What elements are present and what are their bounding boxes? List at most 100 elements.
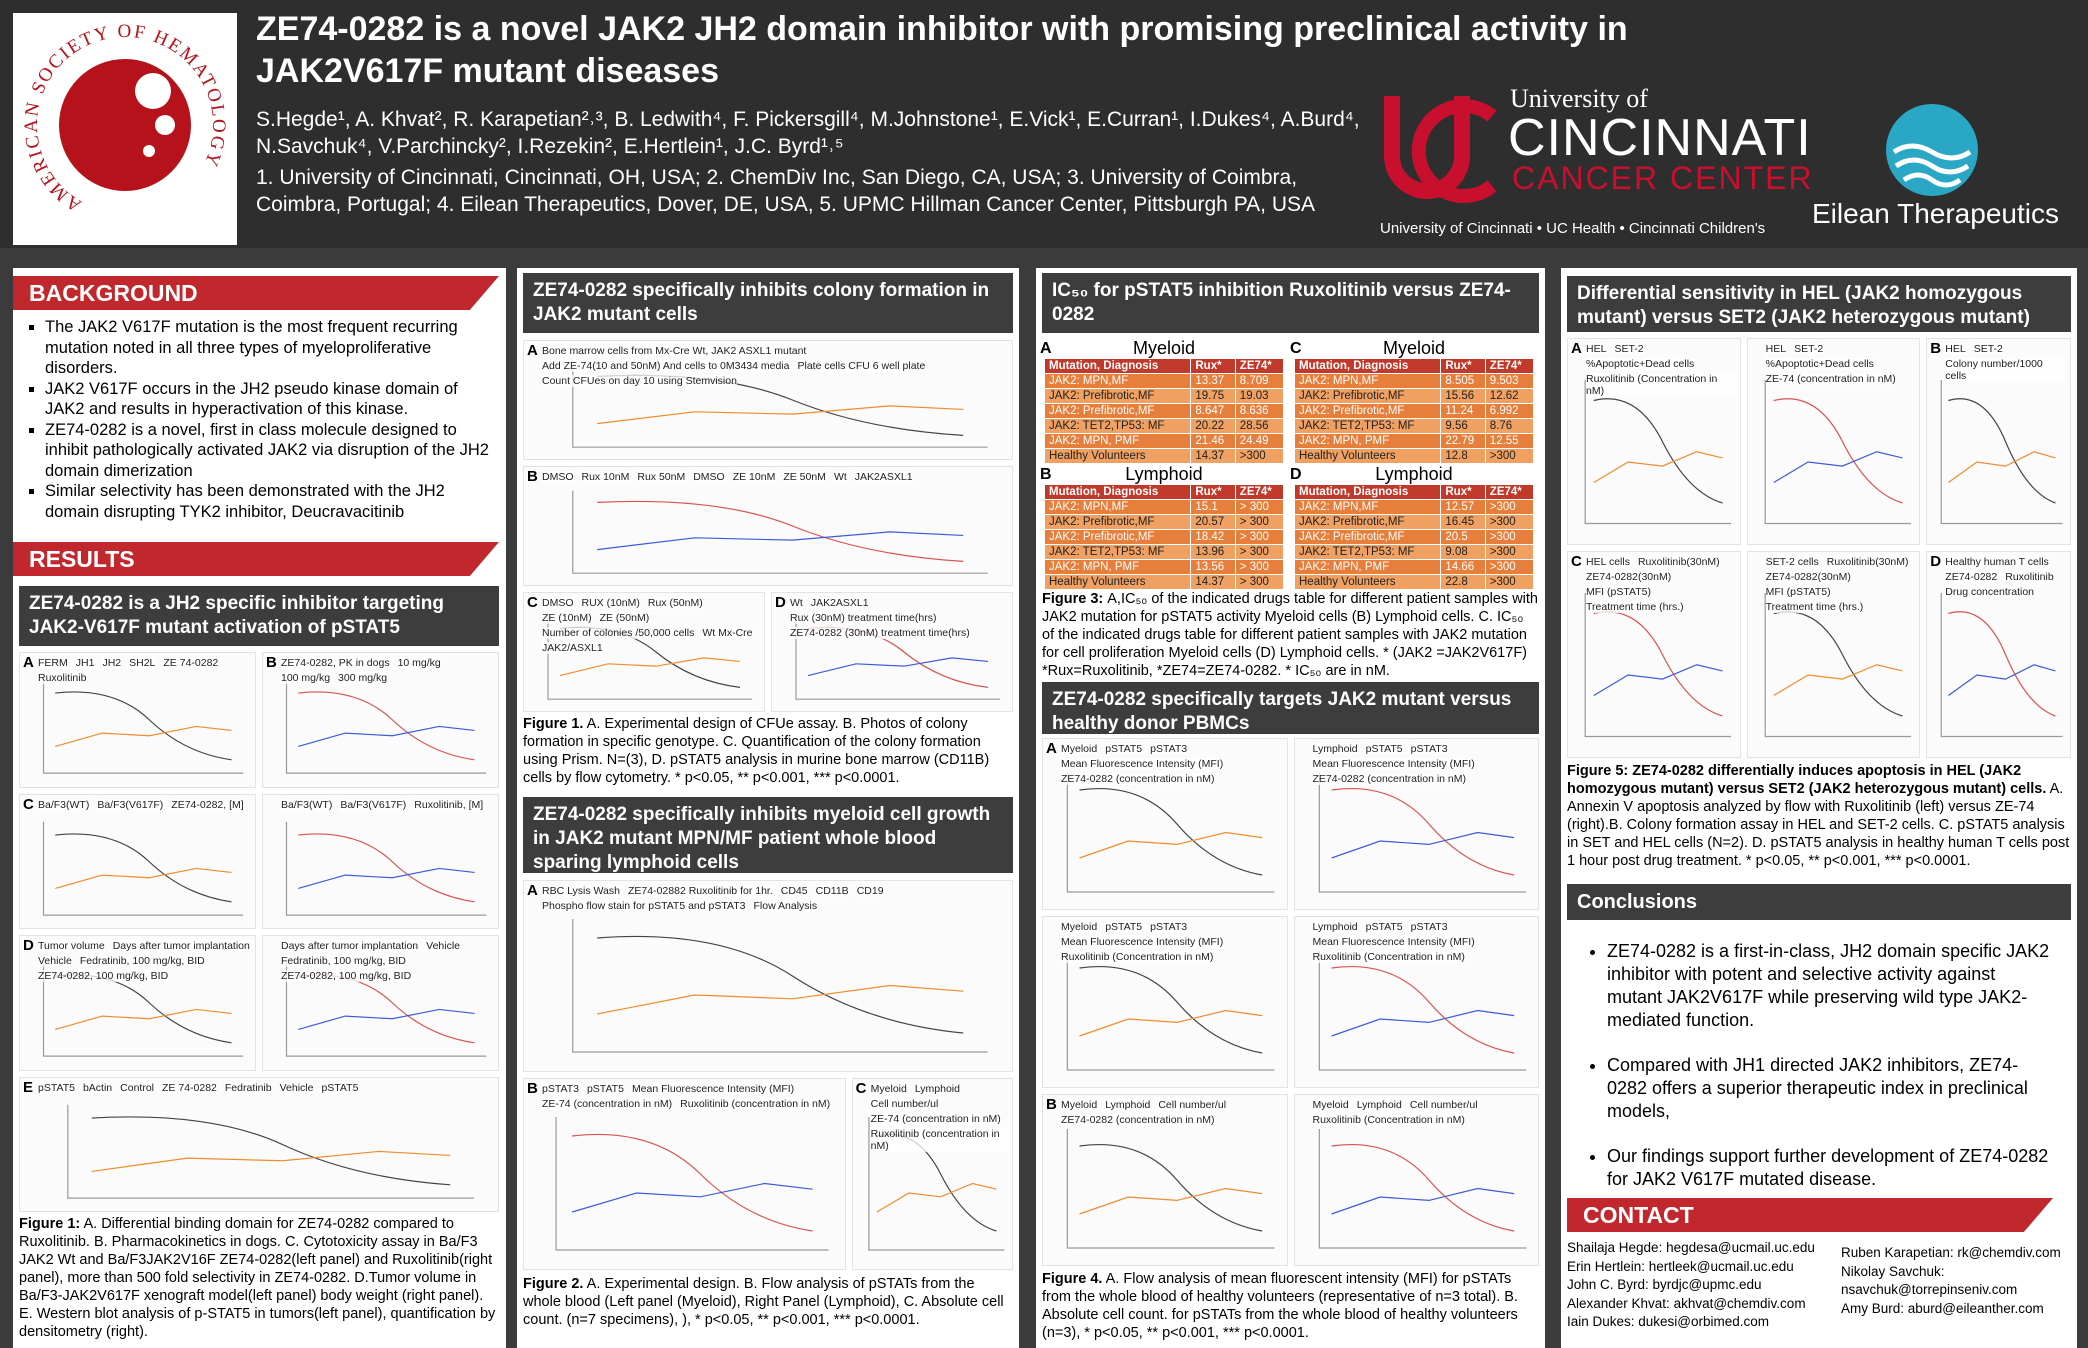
figure: A RBC Lysis Wash ZE74-02882 Ruxolitinib fo… — [523, 880, 1013, 1270]
caption-text: A. Experimental design. B. Flow analysis… — [523, 1276, 1004, 1328]
column: Differential sensitivity in HEL (JAK2 ho… — [1561, 268, 2077, 1348]
panel-labels: Myeloid Lymphoid Cell number/ul ZE74-0282 (… — [1061, 1099, 1283, 1261]
panel-art-line — [1331, 833, 1514, 859]
table-cell: 19.03 — [1234, 388, 1285, 404]
panel-art-line — [287, 963, 487, 1056]
bullet: Similar selectivity has been demonstrate… — [45, 481, 499, 522]
panel-art — [263, 795, 498, 929]
panel-label: Treatment time (hrs.) — [1765, 601, 1864, 613]
uc-text: University of — [1510, 84, 1648, 113]
panel-label: HEL — [1945, 343, 1966, 355]
table-cell: 11.24 — [1440, 403, 1486, 419]
panel-art-line — [44, 821, 244, 914]
figure-panel: Myeloid Lymphoid Cell number/ul Ruxolitinib… — [1293, 1094, 1539, 1266]
caption: Figure 2. A. Experimental design. B. Flo… — [523, 1275, 1013, 1329]
table-cell: >300 — [1484, 514, 1535, 530]
caption-lead: Figure 1: — [19, 1216, 81, 1232]
table-cell: 19.75 — [1190, 388, 1236, 404]
figure-panel: B ZE74-0282, PK in dogs 10 mg/kg 100 mg/kg 3… — [262, 652, 499, 788]
figure-panel: Lymphoid pSTAT5 pSTAT3 Mean Fluorescence In… — [1293, 916, 1539, 1088]
table-cell: JAK2: MPN, PMF — [1043, 559, 1192, 575]
panel-label: ZE74-0282 (concentration in nM) — [1312, 773, 1466, 785]
panel-label: Lymphoid — [914, 1083, 960, 1095]
table-cell: 13.56 — [1190, 559, 1236, 575]
bullet: ZE74-0282 is a novel, first in class mol… — [45, 420, 499, 482]
table-letter: C — [1290, 340, 1302, 357]
panel-label: Tumor volume — [38, 940, 105, 952]
panel-label: Rux (30nM) treatment time(hrs) — [790, 612, 937, 624]
eilean-text: Eilean Therapeutics — [1812, 198, 2059, 229]
table-cell: Healthy Volunteers — [1043, 448, 1192, 464]
header-cell: ZE74* — [1484, 484, 1535, 500]
panel-label: MFI (pSTAT5) — [1765, 586, 1831, 598]
panel-title: Conclusions — [1567, 884, 2071, 920]
caption-lead: Figure 5: ZE74-0282 differentially induc… — [1567, 763, 2047, 797]
panel-art — [1043, 1095, 1287, 1265]
table-cell: JAK2: TET2,TP53: MF — [1293, 418, 1442, 434]
panel-label: Cell number/ul — [870, 1098, 939, 1110]
panel-label: Vehicle — [38, 955, 72, 967]
caption-text: A. Experimental design of CFUe assay. B.… — [523, 716, 990, 786]
panel-letter: B — [1046, 1096, 1057, 1113]
panel-labels: DMSO RUX (10nM) Rux (50nM) ZE (10nM) ZE (50n… — [542, 597, 760, 707]
panel-letter: C — [527, 594, 538, 611]
panel-label: Ruxolitinib (concentration in nM) — [680, 1098, 831, 1110]
panel-art-line — [1773, 452, 1902, 483]
bullet-list: ZE74-0282 is a first-in-class, JH2 domai… — [1581, 940, 2051, 1213]
contact-line: Amy Burd: aburd@eileanther.com — [1841, 1300, 2044, 1316]
poster-title: ZE74-0282 is a novel JAK2 JH2 domain inh… — [256, 10, 1628, 90]
panel-title: ZE74-0282 is a JH2 specific inhibitor ta… — [19, 586, 499, 646]
table-cell: 14.37 — [1190, 574, 1236, 590]
panel-art-line — [287, 680, 487, 773]
panel-label: Cell number/ul — [1158, 1099, 1227, 1111]
panel-labels: Myeloid Lymphoid Cell number/ul Ruxolitinib… — [1312, 1099, 1535, 1261]
panel-art — [1043, 917, 1287, 1087]
panel-art-line — [1331, 1145, 1514, 1231]
panel-label: JAK2ASXL1 — [810, 597, 869, 609]
panel-art-line — [55, 868, 231, 888]
panel-labels: Myeloid Lymphoid Cell number/ul ZE-74 (conc… — [870, 1083, 1008, 1265]
figure-panel: HEL SET-2 %Apoptotic+Dead cells ZE-74 (conc… — [1746, 338, 1921, 545]
panel-label: Fedratinib — [224, 1081, 272, 1094]
panel-art-line — [1594, 452, 1723, 483]
panel-label: Add ZE-74(10 and 50nM) And cells to 0M34… — [542, 360, 790, 372]
table-cell: JAK2: MPN,MF — [1293, 499, 1442, 515]
panel-label: Fedratinib, 100 mg/kg, BID — [79, 955, 205, 967]
caption-lead: Figure 4. — [1042, 1271, 1103, 1287]
panel-art-line — [55, 833, 231, 901]
panel-label: Control — [120, 1081, 155, 1094]
panel-label: Myeloid — [1061, 743, 1098, 755]
panel-label: Bone marrow cells from Mx-Cre Wt, JAK2 A… — [542, 345, 807, 357]
panel-label: Healthy human T cells — [1945, 556, 2049, 568]
panel-art-line — [1773, 665, 1902, 696]
panel-letter: C — [23, 795, 34, 813]
panel-label: Mean Fluorescence Intensity (MFI) — [1061, 936, 1224, 948]
panel-art-line — [1067, 773, 1274, 892]
column: BACKGROUND The JAK2 V617F mutation is th… — [13, 268, 506, 1348]
panel-label: Fedratinib, 100 mg/kg, BID — [281, 955, 406, 967]
table-cell: JAK2: MPN,MF — [1293, 373, 1442, 389]
table-row: JAK2: TET2,TP53: MF 13.96 > 300 — [1043, 544, 1285, 560]
panel-title: Differential sensitivity in HEL (JAK2 ho… — [1567, 276, 2071, 332]
panel-label: Ba/F3(V617F) — [340, 798, 407, 811]
header-cell: Rux* — [1440, 358, 1486, 374]
panel-labels: pSTAT3 pSTAT5 Mean Fluorescence Intensity … — [542, 1083, 841, 1265]
table-row: Healthy Volunteers 14.37 >300 — [1043, 448, 1285, 464]
panel-label: %Apoptotic+Dead cells — [1586, 358, 1695, 370]
panel-label: pSTAT5 — [1365, 921, 1403, 933]
panel-title: ZE74-0282 specifically inhibits colony f… — [523, 273, 1013, 333]
panel-label: Treatment time (hrs.) — [1586, 601, 1684, 613]
panel-letter: C — [1571, 553, 1582, 570]
caption: Figure 3: A,IC₅₀ of the indicated drugs … — [1042, 590, 1539, 680]
panel-label: Flow Analysis — [753, 900, 818, 912]
panel-label: SH2L — [129, 657, 156, 669]
panel-label: Mean Fluorescence Intensity (MFI) — [1312, 936, 1475, 948]
table-cell: JAK2: Prefibrotic,MF — [1043, 388, 1192, 404]
table-row: JAK2: Prefibrotic,MF 20.5 >300 — [1293, 529, 1535, 545]
table-cell: 12.55 — [1484, 433, 1535, 449]
panel-art-line — [556, 1117, 829, 1250]
panel-art-line — [869, 1117, 1004, 1250]
panel-label: Ruxolitinib — [2005, 571, 2054, 583]
table-cell: 8.709 — [1234, 373, 1285, 389]
table-letter: A — [1040, 340, 1052, 357]
